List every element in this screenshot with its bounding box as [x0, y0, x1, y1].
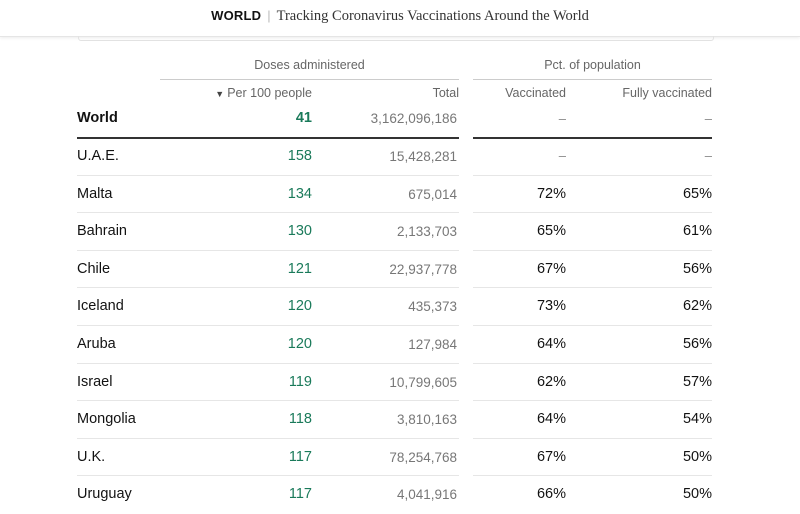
world-vaccinated: – — [558, 111, 566, 126]
header-separator: | — [267, 8, 271, 23]
vaccinated-value: 73% — [536, 298, 566, 315]
country-name: Chile — [77, 260, 111, 277]
group-header-population: Pct. of population — [473, 58, 712, 80]
vaccinated-value: 67% — [536, 448, 566, 465]
country-name: Malta — [77, 185, 113, 202]
vaccinated-value: 62% — [536, 373, 566, 390]
country-name: Bahrain — [77, 223, 127, 240]
per-100-value: 158 — [287, 148, 312, 164]
fully-vaccinated-value: 50% — [682, 486, 712, 503]
vaccinated-value: 67% — [536, 260, 566, 277]
search-box-edge[interactable] — [78, 36, 714, 41]
vaccinated-value: 64% — [536, 335, 566, 352]
page-headline[interactable]: Tracking Coronavirus Vaccinations Around… — [276, 8, 589, 24]
country-name: Aruba — [77, 335, 116, 352]
row-divider — [77, 475, 459, 477]
vaccinated-value: 65% — [536, 223, 566, 240]
world-divider-right — [473, 137, 712, 139]
row-divider — [77, 287, 459, 289]
section-link[interactable]: WORLD — [211, 8, 262, 23]
fully-vaccinated-value: 54% — [682, 411, 712, 428]
column-header-vaccinated[interactable]: Vaccinated — [505, 86, 566, 100]
per-100-value: 120 — [287, 335, 312, 352]
column-header-fully-vaccinated[interactable]: Fully vaccinated — [622, 86, 712, 100]
country-table-body: U.A.E. 158 15,428,281 – – Malta 134 675,… — [0, 138, 800, 514]
row-divider — [77, 362, 459, 364]
fully-vaccinated-value: 50% — [682, 448, 712, 465]
world-row-label: World — [77, 110, 118, 126]
row-divider — [473, 212, 712, 214]
vaccinated-value: – — [558, 148, 566, 163]
row-divider — [473, 287, 712, 289]
fully-vaccinated-value: 61% — [682, 223, 712, 240]
row-divider — [77, 437, 459, 439]
total-doses-value: 22,937,778 — [389, 261, 457, 277]
total-doses-value: 3,810,163 — [396, 412, 457, 428]
per-100-value: 130 — [287, 223, 312, 240]
table-row[interactable]: Bahrain 130 2,133,703 65% 61% — [0, 213, 800, 251]
country-name: Israel — [77, 373, 113, 390]
row-divider — [77, 174, 459, 176]
world-fully-vaccinated: – — [704, 111, 712, 126]
column-header-total[interactable]: Total — [432, 86, 459, 100]
top-bar: WORLD | Tracking Coronavirus Vaccinations … — [0, 0, 800, 37]
row-divider — [473, 249, 712, 251]
row-divider — [473, 362, 712, 364]
country-name: Mongolia — [77, 411, 136, 428]
total-doses-value: 675,014 — [408, 186, 457, 202]
per-100-value: 120 — [287, 298, 312, 315]
table-row[interactable]: U.A.E. 158 15,428,281 – – — [0, 138, 800, 176]
row-divider — [77, 212, 459, 214]
column-header-per-100[interactable]: ▼ Per 100 people — [200, 86, 312, 100]
fully-vaccinated-value: 62% — [682, 298, 712, 315]
fully-vaccinated-value: – — [704, 148, 712, 163]
table-row[interactable]: Aruba 120 127,984 64% 56% — [0, 326, 800, 364]
world-divider-left — [77, 137, 459, 139]
row-divider — [77, 249, 459, 251]
per-100-value: 117 — [288, 486, 312, 503]
row-divider — [473, 400, 712, 402]
vaccinated-value: 66% — [536, 486, 566, 503]
row-divider — [473, 174, 712, 176]
vaccinated-value: 72% — [536, 185, 566, 202]
table-row[interactable]: Uruguay 117 4,041,916 66% 50% — [0, 476, 800, 514]
table-row[interactable]: Mongolia 118 3,810,163 64% 54% — [0, 401, 800, 439]
per-100-value: 117 — [288, 448, 312, 465]
row-divider — [473, 437, 712, 439]
fully-vaccinated-value: 56% — [682, 335, 712, 352]
total-doses-value: 435,373 — [408, 299, 457, 315]
world-total: 3,162,096,186 — [370, 111, 457, 126]
table-row[interactable]: Iceland 120 435,373 73% 62% — [0, 288, 800, 326]
row-divider — [473, 324, 712, 326]
table-row[interactable]: Chile 121 22,937,778 67% 56% — [0, 251, 800, 289]
per-100-value: 118 — [288, 411, 312, 428]
row-divider — [473, 475, 712, 477]
country-name: Iceland — [77, 298, 124, 315]
total-doses-value: 2,133,703 — [396, 224, 457, 240]
total-doses-value: 78,254,768 — [389, 449, 457, 465]
sort-down-icon: ▼ — [215, 89, 225, 99]
fully-vaccinated-value: 57% — [682, 373, 712, 390]
vaccinated-value: 64% — [536, 411, 566, 428]
per-100-value: 134 — [287, 185, 312, 202]
table-row[interactable]: U.K. 117 78,254,768 67% 50% — [0, 439, 800, 477]
table-row[interactable]: Israel 119 10,799,605 62% 57% — [0, 364, 800, 402]
fully-vaccinated-value: 56% — [682, 260, 712, 277]
country-name: U.A.E. — [77, 148, 119, 164]
per-100-value: 121 — [287, 260, 312, 277]
row-divider — [77, 400, 459, 402]
column-header-per-100-label: Per 100 people — [227, 86, 312, 100]
row-divider — [77, 324, 459, 326]
total-doses-value: 127,984 — [408, 336, 457, 352]
total-doses-value: 15,428,281 — [389, 149, 457, 164]
country-name: U.K. — [77, 448, 106, 465]
group-header-doses: Doses administered — [160, 58, 459, 80]
fully-vaccinated-value: 65% — [682, 185, 712, 202]
world-per-100: 41 — [295, 110, 312, 126]
table-row[interactable]: Malta 134 675,014 72% 65% — [0, 176, 800, 214]
per-100-value: 119 — [288, 373, 312, 390]
country-name: Uruguay — [77, 486, 132, 503]
total-doses-value: 4,041,916 — [396, 487, 457, 503]
total-doses-value: 10,799,605 — [389, 374, 457, 390]
